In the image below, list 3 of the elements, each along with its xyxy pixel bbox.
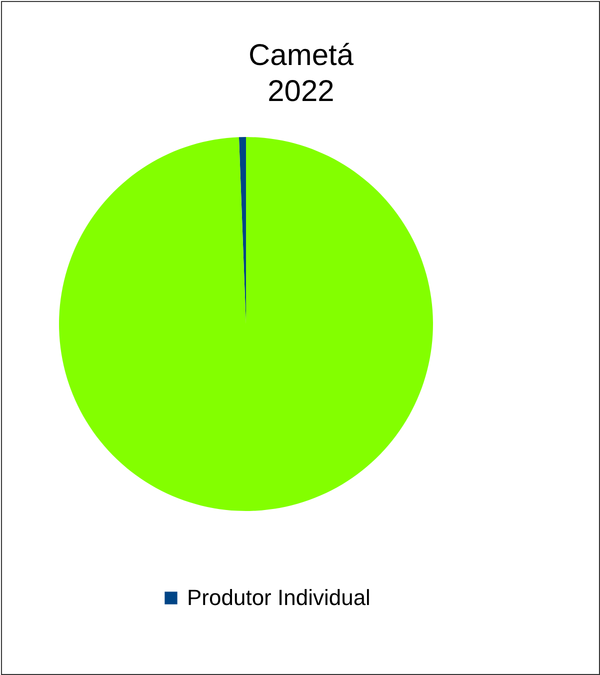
- pie-slice: [59, 137, 433, 511]
- chart-title: Cametá 2022: [248, 39, 354, 108]
- legend-label: Produtor Individual: [187, 585, 370, 610]
